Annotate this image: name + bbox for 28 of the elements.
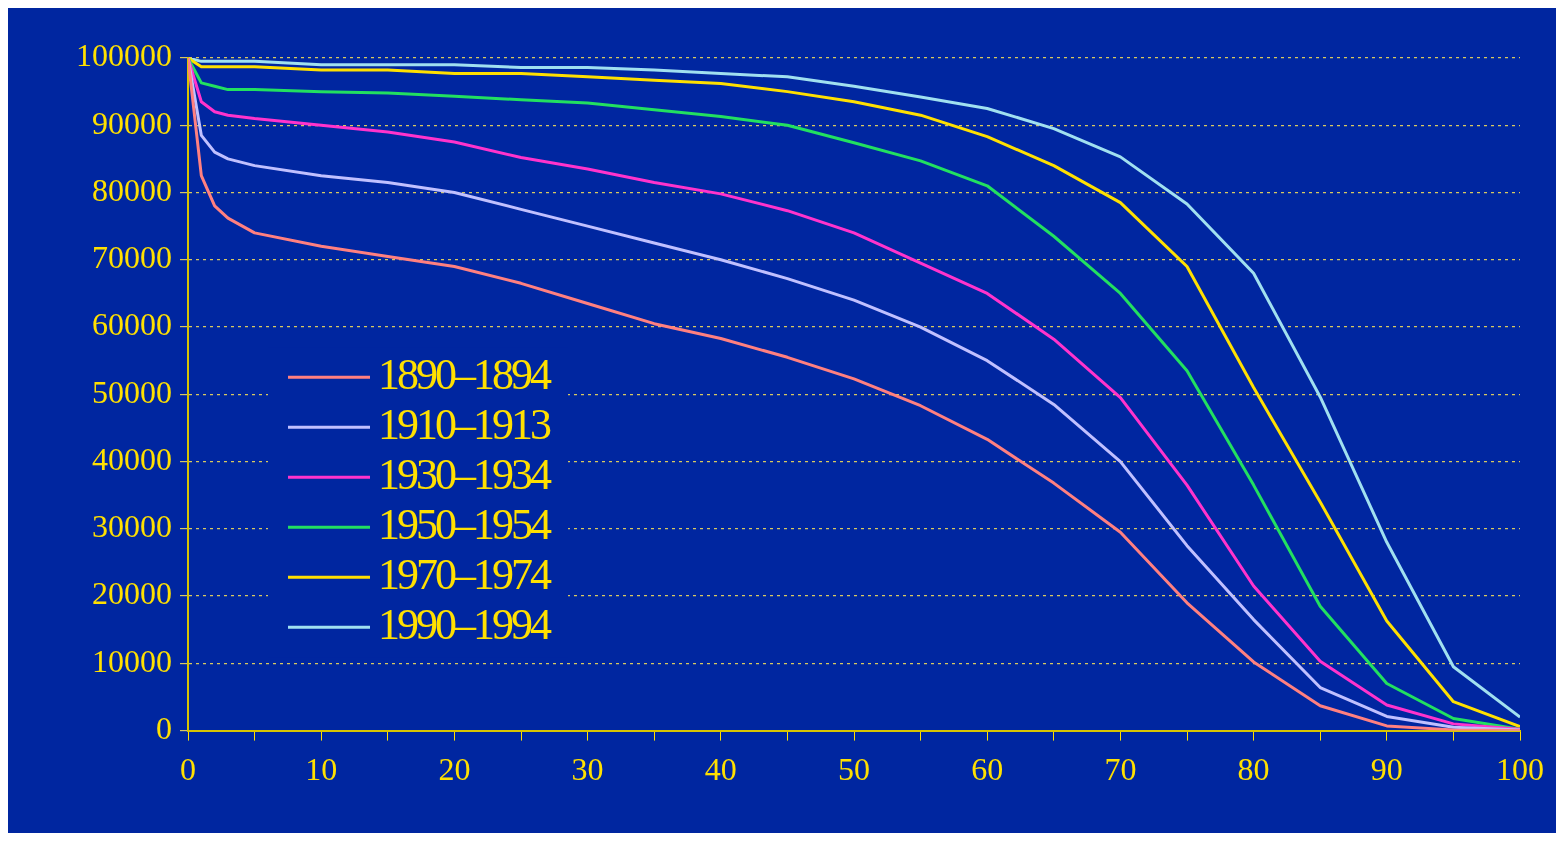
legend-label: 1950–1954: [378, 499, 552, 549]
x-tick-label: 70: [1104, 751, 1137, 788]
y-tick-label: 0: [156, 710, 172, 747]
y-tick-label: 20000: [92, 575, 172, 612]
y-tick-label: 40000: [92, 440, 172, 477]
y-tick-label: 80000: [92, 171, 172, 208]
legend-label: 1970–1974: [378, 549, 552, 599]
y-tick-label: 70000: [92, 239, 172, 276]
x-tick-label: 60: [971, 751, 1004, 788]
legend-label: 1930–1934: [378, 449, 552, 499]
y-tick-label: 60000: [92, 306, 172, 343]
x-tick-label: 10: [305, 751, 338, 788]
x-tick-label: 30: [571, 751, 604, 788]
x-tick-label: 40: [704, 751, 737, 788]
y-tick-label: 50000: [92, 373, 172, 410]
x-tick-label: 0: [180, 751, 196, 788]
y-tick-label: 100000: [76, 37, 172, 74]
x-tick-label: 90: [1370, 751, 1403, 788]
legend-label: 1910–1913: [378, 399, 551, 449]
legend-label: 1990–1994: [378, 599, 552, 649]
y-tick-label: 30000: [92, 508, 172, 545]
x-tick-label: 20: [438, 751, 471, 788]
x-tick-label: 50: [838, 751, 870, 788]
y-tick-label: 90000: [92, 104, 172, 141]
x-tick-label: 80: [1237, 751, 1270, 788]
x-tick-label: 100: [1496, 751, 1544, 788]
y-tick-label: 10000: [92, 642, 172, 679]
legend-label: 1890–1894: [378, 349, 552, 399]
